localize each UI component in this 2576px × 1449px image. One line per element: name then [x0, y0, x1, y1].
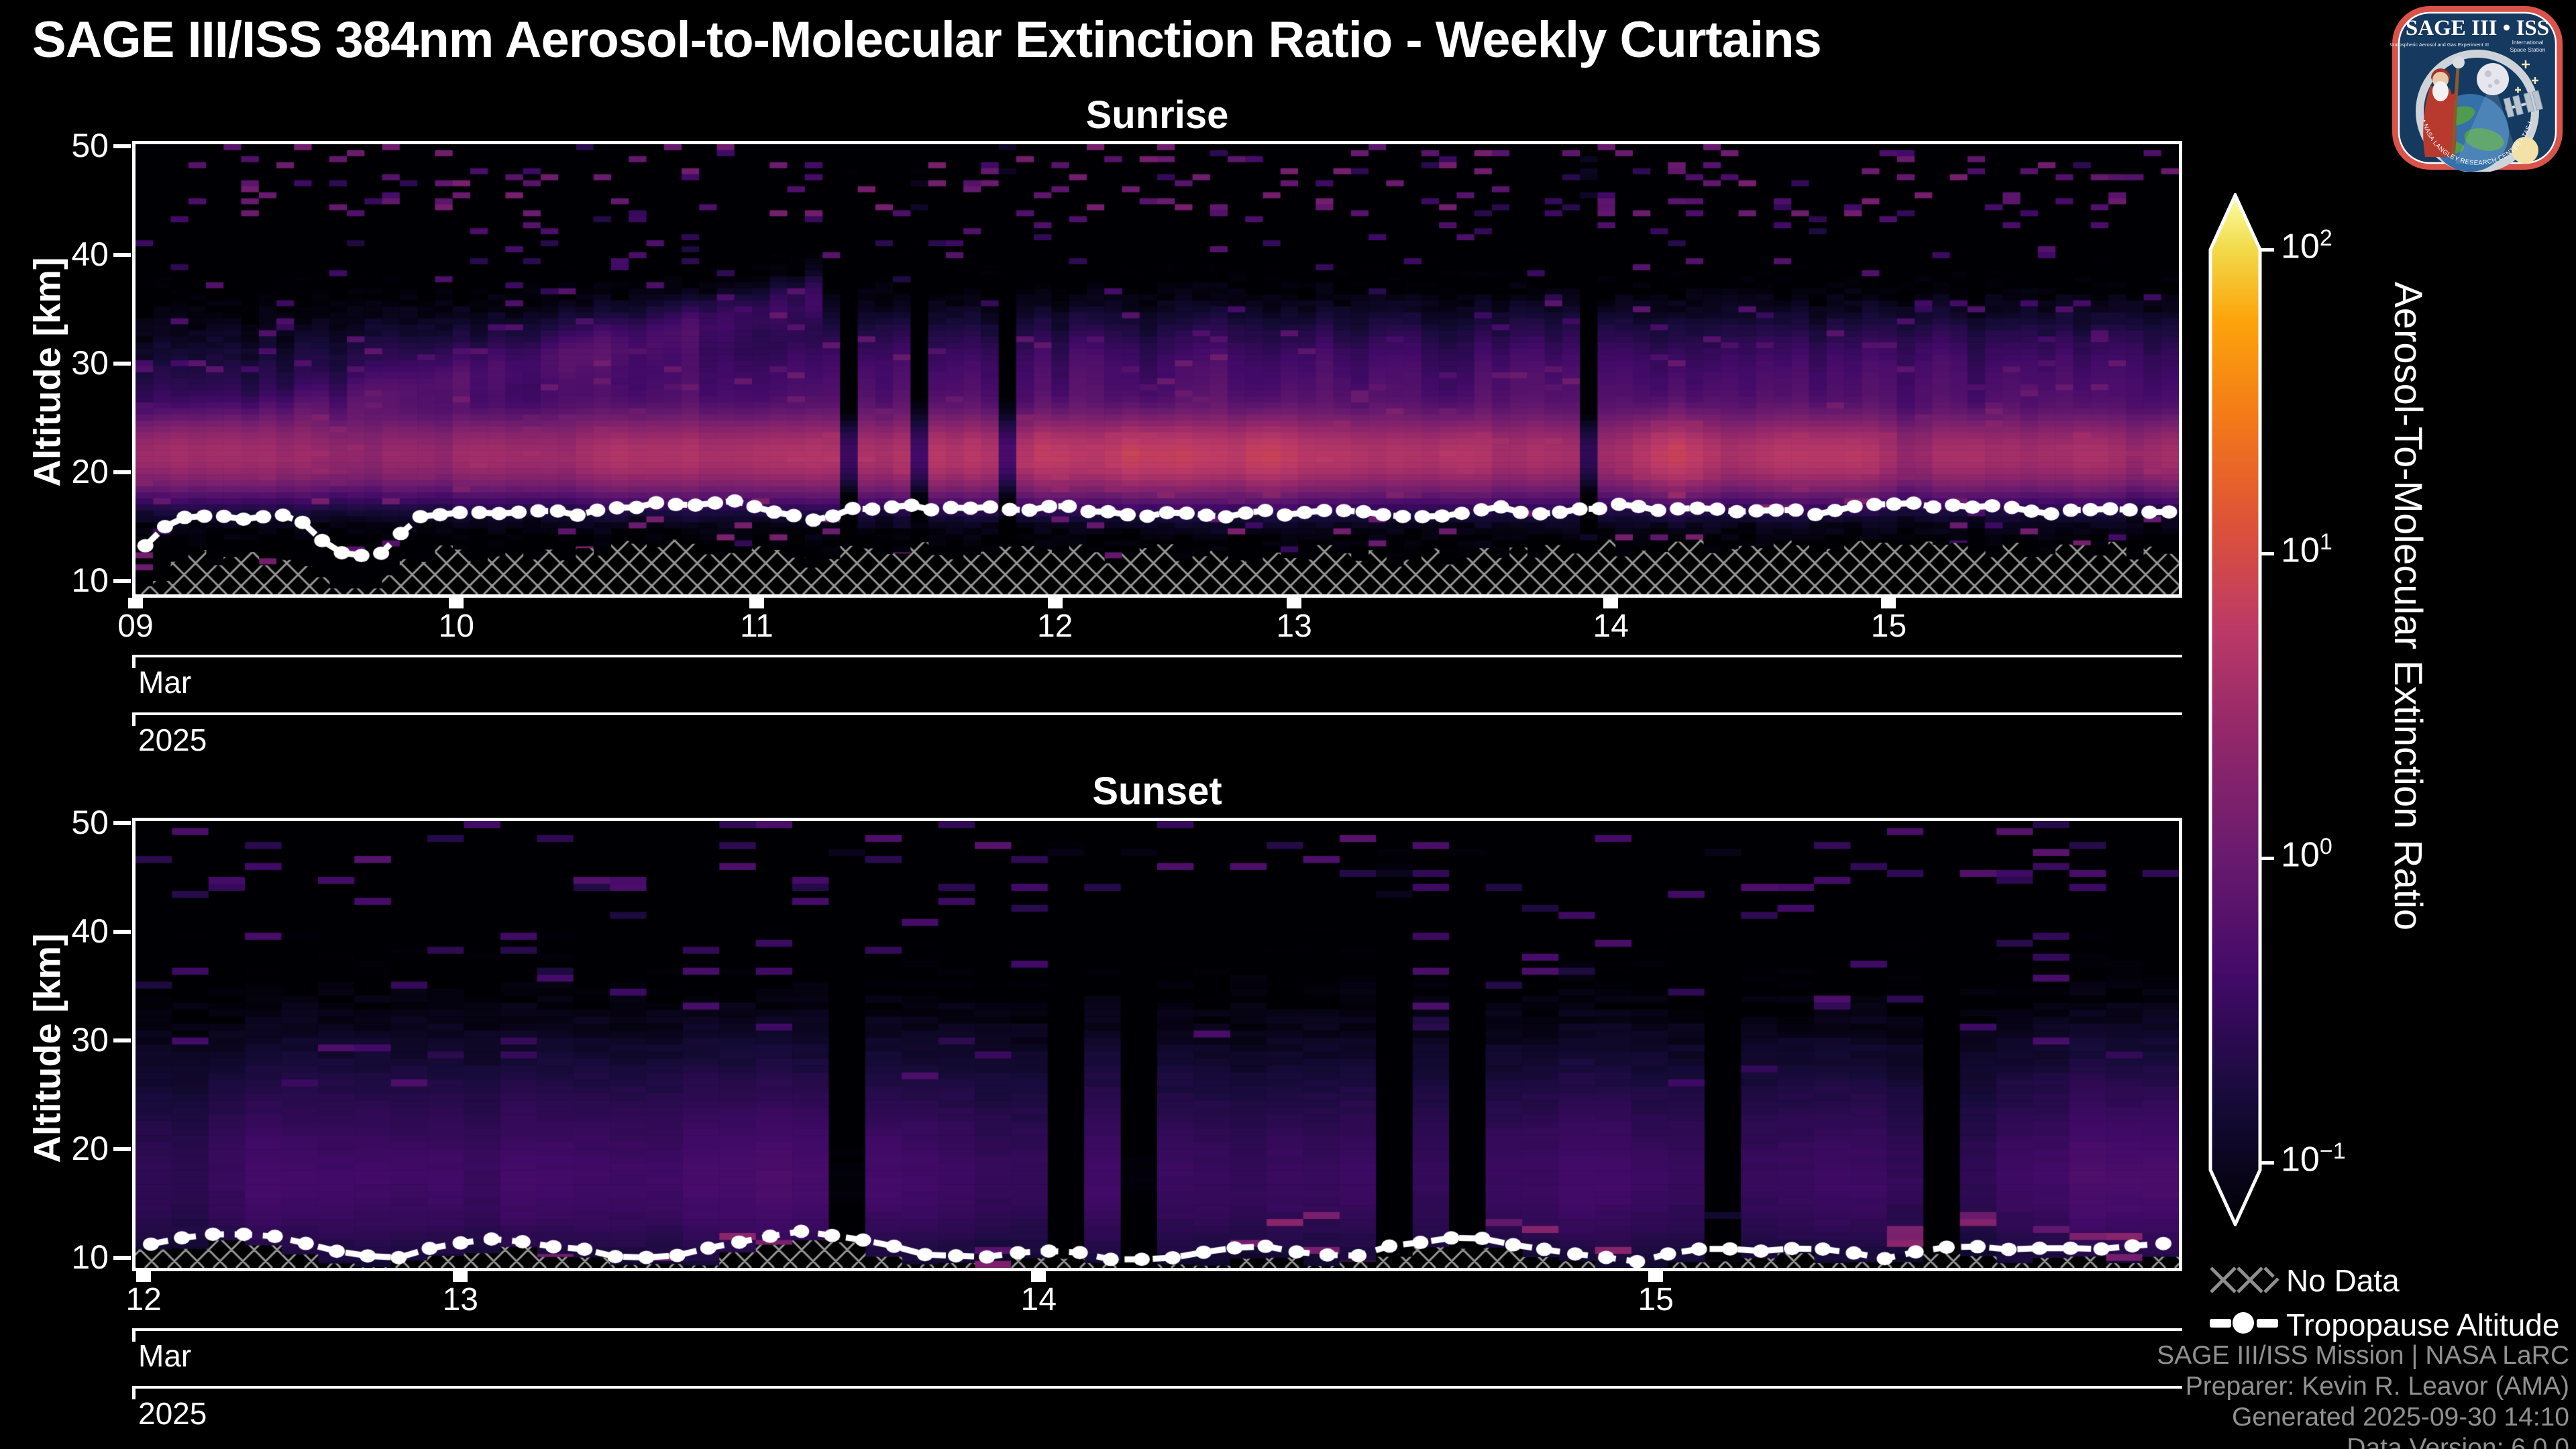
- sunset-xtick-label-14: 14: [1020, 1282, 1057, 1318]
- page-title: SAGE III/ISS 384nm Aerosol-to-Molecular …: [32, 11, 1822, 68]
- sunrise-month-axis-tick: [132, 655, 136, 668]
- sunrise-ytick-10: [113, 579, 131, 583]
- colorbar-tickmark-0: [2261, 248, 2274, 252]
- patch-iss: [2503, 90, 2543, 118]
- sunrise-ytick-label-20: 20: [71, 453, 109, 490]
- patch-light-beam: [2455, 79, 2519, 164]
- sunset-xtick-14: [1031, 1271, 1046, 1282]
- colorbar-tick-label-10e0: 100: [2281, 834, 2332, 875]
- tropopause-marker-icon: [2210, 1312, 2278, 1334]
- sunset-ytick-50: [113, 821, 131, 825]
- colorbar-tick-label-10e2: 102: [2281, 225, 2332, 266]
- sunset-xtick-13: [453, 1271, 468, 1282]
- credit-line-1: Preparer: Kevin R. Leavor (AMA): [2185, 1372, 2569, 1401]
- sunset-xtick-12: [136, 1271, 152, 1282]
- sunrise-xtick-label-11: 11: [740, 608, 773, 644]
- sunrise-ytick-20: [113, 470, 131, 474]
- sunset-ytick-30: [113, 1038, 131, 1042]
- sunset-month-label: Mar: [138, 1338, 192, 1373]
- sunrise-xtick-14: [1603, 598, 1619, 608]
- sunrise-ytick-label-40: 40: [71, 235, 109, 273]
- sunrise-year-axis-line: [132, 712, 2182, 715]
- sunset-ytick-label-50: 50: [71, 804, 109, 841]
- colorbar-gradient-arrow: [2208, 193, 2262, 1226]
- credit-line-3: Data Version: 6.0.0: [2347, 1434, 2569, 1449]
- credit-line-2: Generated 2025-09-30 14:10: [2231, 1403, 2569, 1432]
- sunset-xtick-label-12: 12: [125, 1282, 162, 1318]
- sunrise-ytick-label-50: 50: [71, 127, 109, 164]
- patch-subtitle-right-1: International: [2512, 39, 2544, 46]
- credits-block: SAGE III/ISS Mission | NASA LaRC Preparer…: [2157, 1340, 2569, 1449]
- sunset-panel-title: Sunset: [1092, 769, 1222, 813]
- sunrise-ytick-50: [113, 144, 131, 148]
- sunrise-heatmap-canvas: [136, 144, 2179, 594]
- sunrise-xtick-label-14: 14: [1593, 608, 1629, 644]
- sunrise-month-label: Mar: [138, 665, 192, 700]
- sunset-ytick-10: [113, 1256, 131, 1260]
- sunrise-xtick-15: [1881, 598, 1896, 608]
- sunrise-ytick-40: [113, 253, 131, 257]
- sunrise-xtick-13: [1287, 598, 1302, 608]
- sunset-ytick-label-30: 30: [71, 1021, 109, 1059]
- patch-sun: [2512, 137, 2538, 164]
- sunrise-xtick-label-09: 09: [117, 608, 154, 644]
- patch-wizard-figure: [2423, 56, 2465, 158]
- colorbar-tick-label-10e1: 101: [2281, 529, 2332, 570]
- patch-moon: [2477, 63, 2509, 95]
- sunrise-xtick-09: [128, 598, 143, 608]
- sunrise-xtick-10: [449, 598, 464, 608]
- colorbar-axis-label: Aerosol-To-Molecular Extinction Ratio: [2386, 282, 2430, 931]
- sunset-xtick-label-13: 13: [442, 1282, 478, 1318]
- sunset-xtick-label-15: 15: [1638, 1282, 1674, 1318]
- colorbar-tick-label-10e−1: 10−1: [2281, 1138, 2346, 1179]
- colorbar-tickmark-1: [2261, 552, 2274, 555]
- sunrise-year-label: 2025: [138, 722, 207, 757]
- sunrise-ytick-30: [113, 362, 131, 366]
- sunset-xtick-15: [1648, 1271, 1664, 1282]
- colorbar-tickmark-2: [2261, 857, 2274, 860]
- sunset-ytick-label-40: 40: [71, 912, 109, 950]
- patch-title: SAGE III • ISS: [2406, 16, 2549, 40]
- sunset-year-label: 2025: [138, 1396, 207, 1431]
- tropopause-legend-label: Tropopause Altitude: [2286, 1307, 2560, 1342]
- sunset-month-axis-line: [132, 1328, 2182, 1331]
- sunset-ytick-label-10: 10: [71, 1238, 109, 1276]
- sunset-year-axis-tick: [132, 1386, 136, 1399]
- patch-subtitle-left: Stratospheric Aerosol and Gas Experiment…: [2390, 42, 2489, 48]
- sunset-ytick-20: [113, 1147, 131, 1151]
- sunrise-ytick-label-10: 10: [71, 561, 109, 599]
- sage-iii-iss-mission-patch: BALL • NASA LANGLEY RESEARCH CENTER • TA…: [2390, 4, 2563, 172]
- sunset-heatmap-canvas: [136, 821, 2179, 1268]
- sunrise-ytick-label-30: 30: [71, 344, 109, 382]
- sunrise-xtick-label-15: 15: [1870, 608, 1907, 644]
- sunrise-plot-area: [132, 141, 2182, 598]
- credit-line-0: SAGE III/ISS Mission | NASA LaRC: [2157, 1341, 2569, 1370]
- no-data-legend-label: No Data: [2286, 1263, 2400, 1298]
- sunrise-xtick-11: [749, 598, 764, 608]
- sunset-ytick-label-20: 20: [71, 1130, 109, 1167]
- sunset-year-axis-line: [132, 1386, 2182, 1389]
- sunrise-panel-title: Sunrise: [1085, 93, 1229, 137]
- sunrise-xtick-label-10: 10: [438, 608, 474, 644]
- sunset-ytick-40: [113, 930, 131, 934]
- sunrise-year-axis-tick: [132, 712, 136, 726]
- colorbar-tickmark-3: [2261, 1161, 2274, 1165]
- sunset-month-axis-tick: [132, 1328, 136, 1342]
- patch-stars: [2515, 60, 2538, 93]
- colorbar: [2208, 193, 2262, 1226]
- patch-subtitle-right-2: Space Station: [2510, 46, 2546, 53]
- sunrise-xtick-12: [1047, 598, 1063, 608]
- sunset-plot-area: [132, 818, 2182, 1271]
- sunrise-xtick-label-12: 12: [1036, 608, 1073, 644]
- no-data-hatch-icon: [2210, 1267, 2279, 1293]
- sunrise-month-axis-line: [132, 655, 2182, 657]
- sunrise-xtick-label-13: 13: [1276, 608, 1312, 644]
